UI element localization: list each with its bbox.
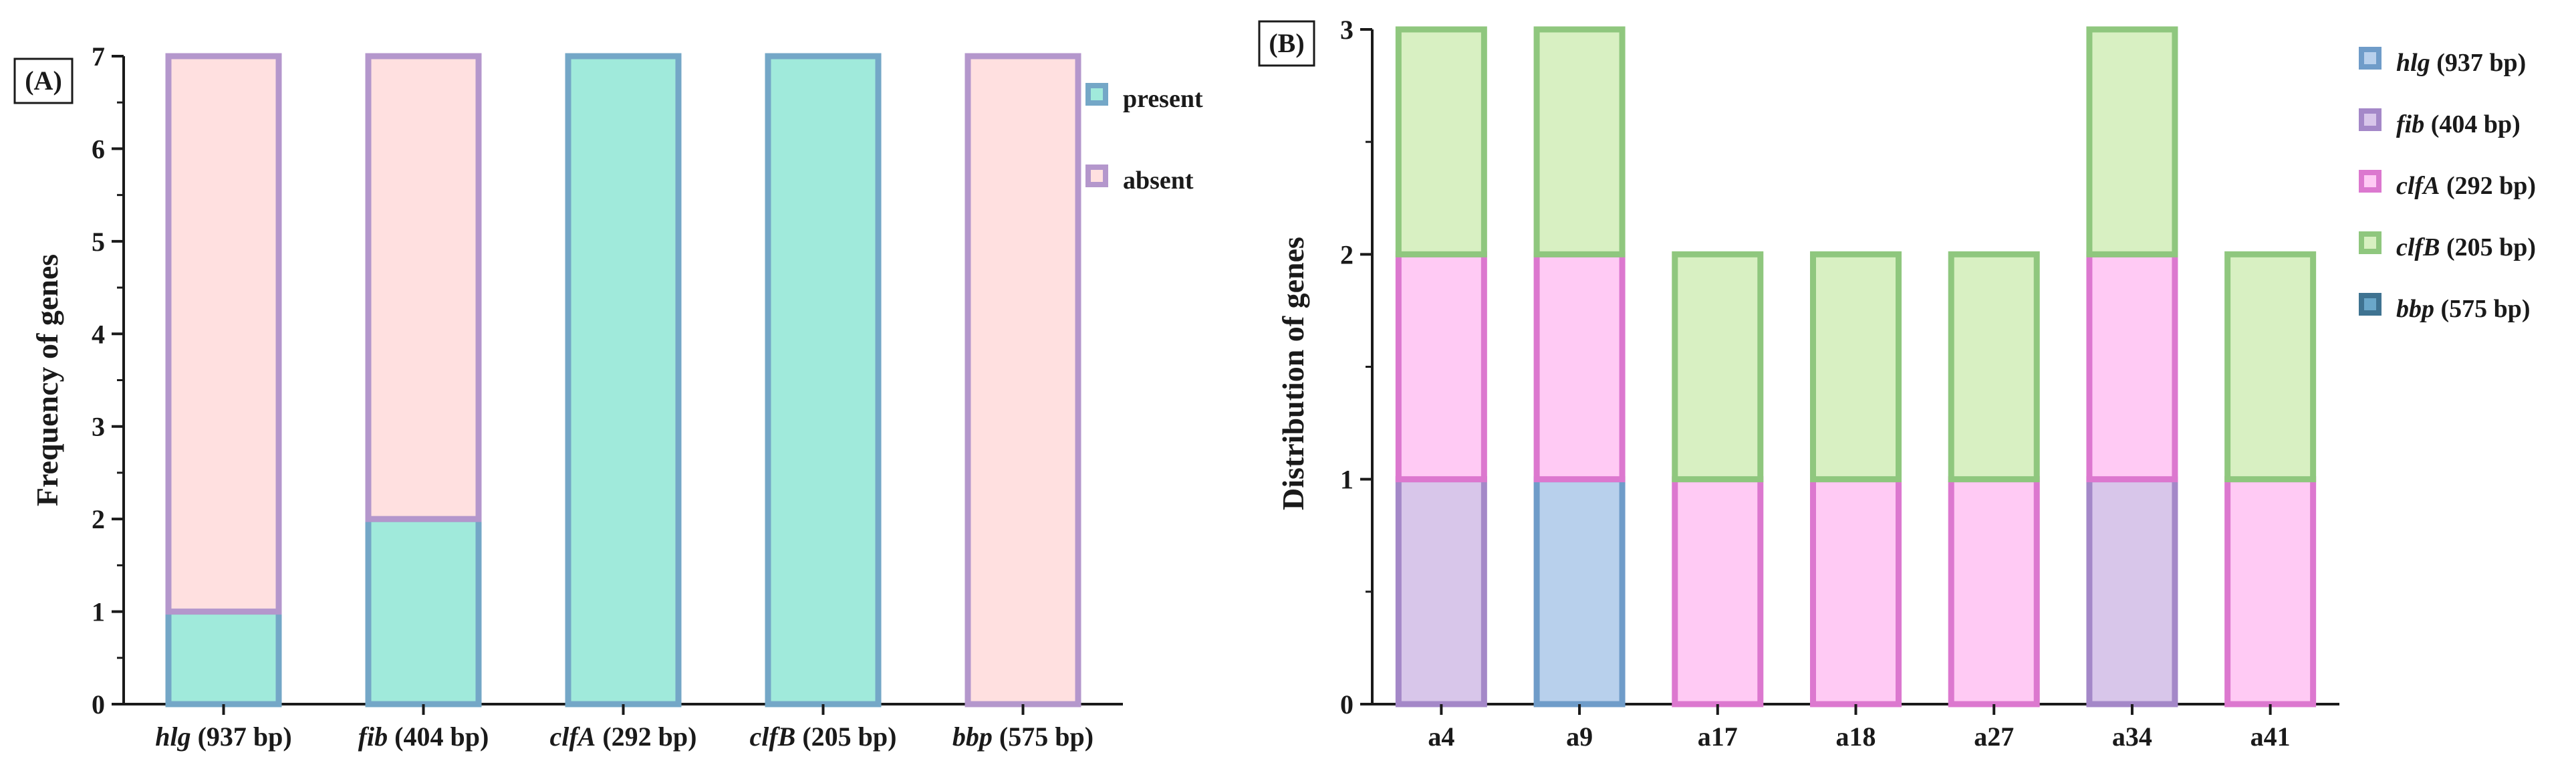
x-tick-gene: hlg: [155, 722, 190, 752]
legend-swatch-clfA: [2359, 170, 2381, 193]
legend-size: (404 bp): [2431, 110, 2521, 138]
bar-a41-clfA: [2224, 476, 2317, 707]
bar-a27-clfA: [1948, 476, 2040, 707]
x-tick-size: (575 bp): [999, 722, 1093, 752]
legend-swatch-absent: [1085, 165, 1108, 187]
legend-size: (937 bp): [2436, 49, 2526, 77]
bar-absent-hlg: [165, 53, 282, 615]
x-tick-label: a41: [2250, 722, 2291, 752]
x-tick-size: (292 bp): [602, 722, 696, 752]
legend-label-present: present: [1123, 85, 1203, 113]
x-tick-label: a34: [2112, 722, 2152, 752]
panel-a-frequency-chart: (A) 0 1 2 3 4 5 6 7 Frequency of genes hlg (937 bp…: [13, 41, 1203, 752]
x-tick-label: hlg (937 bp): [155, 722, 292, 752]
y-tick-label: 5: [92, 227, 105, 257]
legend-label-fib: fib (404 bp): [2396, 110, 2521, 138]
bar-a4-fib: [1395, 476, 1487, 707]
bar-absent-fib: [365, 53, 482, 522]
bar-a41-clfB: [2224, 251, 2317, 483]
bar-a18-clfB: [1810, 251, 1902, 483]
y-axis-title: Frequency of genes: [30, 254, 64, 506]
y-tick-label: 6: [92, 134, 105, 164]
x-tick-label: clfB (205 bp): [749, 722, 896, 752]
legend-size: (205 bp): [2446, 233, 2536, 261]
x-tick-size: (205 bp): [802, 722, 896, 752]
y-tick-label: 7: [92, 41, 105, 72]
bar-a34-clfB: [2086, 26, 2178, 257]
y-tick-label: 3: [1340, 15, 1354, 45]
panel-label-box: [13, 58, 74, 104]
y-tick-label: 1: [92, 597, 105, 627]
legend-label-absent: absent: [1123, 167, 1194, 195]
x-tick-size: (404 bp): [394, 722, 489, 752]
bar-a34-clfA: [2086, 251, 2178, 483]
bar-a4-clfB: [1395, 26, 1487, 257]
panel-b-distribution-chart: (B) 0 1 2 3 Distribution of genes a4 a9 a17 a18 a2…: [1258, 15, 2536, 752]
x-tick-label: a27: [1974, 722, 2014, 752]
x-tick-label: a4: [1428, 722, 1454, 752]
x-tick-gene: clfB: [749, 722, 795, 752]
legend-gene: clfB: [2396, 233, 2440, 261]
x-tick-label: a9: [1566, 722, 1593, 752]
legend-label-bbp: bbp (575 bp): [2396, 295, 2531, 323]
bar-present-hlg: [165, 609, 282, 707]
bar-a9-clfA: [1533, 251, 1626, 483]
bar-a17-clfA: [1672, 476, 1764, 707]
x-tick-label: a17: [1698, 722, 1738, 752]
legend-swatch-hlg: [2359, 47, 2381, 70]
panel-label-box: [1258, 20, 1315, 67]
legend-size: (292 bp): [2446, 172, 2536, 200]
bar-present-fib: [365, 516, 482, 707]
legend-swatch-present: [1085, 83, 1108, 106]
bar-a4-clfA: [1395, 251, 1487, 483]
legend-size: (575 bp): [2441, 295, 2531, 323]
bar-a34-fib: [2086, 476, 2178, 707]
y-tick-label: 0: [1340, 689, 1354, 720]
legend-gene: bbp: [2396, 295, 2434, 323]
x-tick-gene: fib: [358, 722, 388, 752]
x-tick-gene: clfA: [549, 722, 596, 752]
y-tick-label: 1: [1340, 465, 1354, 495]
y-tick-label: 0: [92, 689, 105, 720]
bar-present-clfB: [765, 53, 882, 707]
legend-gene: clfA: [2396, 172, 2440, 200]
panel-label: (B): [1269, 28, 1304, 58]
bar-a9-clfB: [1533, 26, 1626, 257]
x-tick-size: (937 bp): [198, 722, 292, 752]
x-tick-label: clfA (292 bp): [549, 722, 696, 752]
legend-gene: hlg: [2396, 49, 2430, 77]
y-axis-title: Distribution of genes: [1276, 237, 1310, 510]
x-tick-label: fib (404 bp): [358, 722, 489, 752]
bar-absent-bbp: [964, 53, 1081, 707]
y-tick-label: 2: [1340, 239, 1354, 269]
legend-swatch-fib: [2359, 108, 2381, 131]
legend-label-clfB: clfB (205 bp): [2396, 233, 2536, 261]
panel-label: (A): [25, 66, 62, 96]
bar-present-clfA: [565, 53, 682, 707]
y-tick-label: 2: [92, 504, 105, 534]
bar-a18-clfA: [1810, 476, 1902, 707]
bar-a9-hlg: [1533, 476, 1626, 707]
x-tick-gene: bbp: [952, 722, 993, 752]
legend-label-hlg: hlg (937 bp): [2396, 49, 2526, 77]
legend-label-clfA: clfA (292 bp): [2396, 172, 2536, 200]
y-tick-label: 3: [92, 412, 105, 442]
legend-gene: fib: [2396, 110, 2424, 138]
bar-a27-clfB: [1948, 251, 2040, 483]
x-tick-label: bbp (575 bp): [952, 722, 1093, 752]
legend-swatch-clfB: [2359, 231, 2381, 254]
y-tick-label: 4: [92, 319, 105, 349]
legend-swatch-bbp: [2359, 293, 2381, 316]
bar-a17-clfB: [1672, 251, 1764, 483]
x-tick-label: a18: [1836, 722, 1876, 752]
